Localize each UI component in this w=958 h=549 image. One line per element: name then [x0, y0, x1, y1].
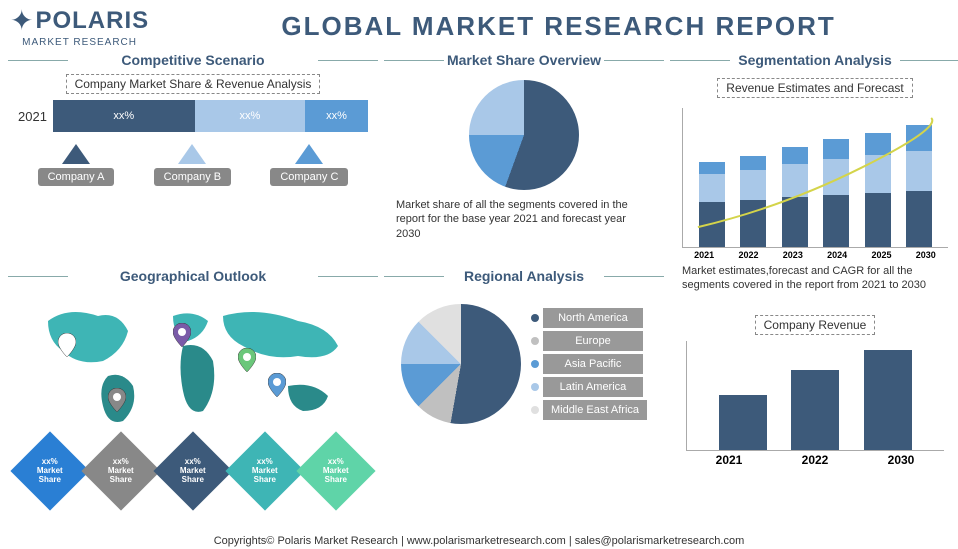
competitive-bar-chart: 2021 xx%xx%xx%	[8, 100, 378, 132]
geographical-panel: Geographical Outlook xx%MarketSharexx%Ma…	[8, 268, 378, 518]
competitive-year: 2021	[18, 109, 47, 124]
revenue-bar	[719, 395, 767, 450]
region-item: North America	[531, 308, 647, 328]
map-pin-icon	[268, 373, 286, 397]
map-pin-icon	[58, 333, 76, 357]
market-share-pie	[469, 80, 579, 190]
segmentation-panel: Segmentation Analysis Revenue Estimates …	[670, 52, 958, 518]
region-item: Asia Pacific	[531, 354, 647, 374]
company-legend-item: Company B	[154, 144, 231, 186]
stacked-bar	[906, 125, 932, 247]
world-map	[8, 288, 378, 443]
year-label: 2023	[783, 250, 803, 260]
competitive-segment: xx%	[53, 100, 195, 132]
year-label: 2025	[871, 250, 891, 260]
stacked-bar	[699, 162, 725, 247]
region-dot-icon	[531, 383, 539, 391]
year-label: 2024	[827, 250, 847, 260]
region-item: Middle East Africa	[531, 400, 647, 420]
region-dot-icon	[531, 337, 539, 345]
logo-subtitle: MARKET RESEARCH	[22, 37, 137, 48]
header: ✦ POLARIS MARKET RESEARCH GLOBAL MARKET …	[0, 0, 958, 52]
market-share-title: Market Share Overview	[384, 52, 664, 68]
regional-panel: Regional Analysis North America Europe Asi…	[384, 268, 664, 518]
segmentation-chart	[682, 108, 948, 248]
region-name: Middle East Africa	[543, 400, 647, 420]
stacked-bar	[865, 133, 891, 247]
logo-text: POLARIS	[35, 7, 149, 35]
company-revenue-chart	[686, 341, 944, 451]
region-dot-icon	[531, 314, 539, 322]
company-revenue-title: Company Revenue	[755, 315, 876, 335]
logo-star-icon: ✦	[10, 4, 33, 37]
logo: ✦ POLARIS MARKET RESEARCH	[10, 4, 149, 48]
revenue-bar	[864, 350, 912, 450]
market-share-diamond: xx%MarketShare	[153, 431, 232, 510]
segmentation-title: Segmentation Analysis	[670, 52, 958, 68]
region-name: Latin America	[543, 377, 643, 397]
year-label: 2021	[716, 453, 743, 467]
region-name: Asia Pacific	[543, 354, 643, 374]
year-label: 2030	[888, 453, 915, 467]
triangle-icon	[62, 144, 90, 164]
company-name: Company B	[154, 168, 231, 186]
region-name: Europe	[543, 331, 643, 351]
triangle-icon	[295, 144, 323, 164]
market-share-panel: Market Share Overview Market share of al…	[384, 52, 664, 262]
map-pin-icon	[108, 388, 126, 412]
geographical-title: Geographical Outlook	[8, 268, 378, 284]
region-item: Europe	[531, 331, 647, 351]
map-pin-icon	[173, 323, 191, 347]
stacked-bar	[740, 156, 766, 247]
stacked-bar	[823, 139, 849, 247]
regional-title: Regional Analysis	[384, 268, 664, 284]
year-label: 2030	[916, 250, 936, 260]
region-name: North America	[543, 308, 643, 328]
competitive-segment: xx%	[195, 100, 305, 132]
triangle-icon	[178, 144, 206, 164]
regional-pie	[401, 304, 521, 424]
segmentation-desc: Market estimates,forecast and CAGR for a…	[670, 264, 958, 293]
region-item: Latin America	[531, 377, 647, 397]
region-dot-icon	[531, 360, 539, 368]
company-legend-item: Company C	[270, 144, 348, 186]
company-name: Company C	[270, 168, 348, 186]
market-share-diamond: xx%MarketShare	[297, 431, 376, 510]
competitive-title: Competitive Scenario	[8, 52, 378, 68]
region-dot-icon	[531, 406, 539, 414]
market-share-desc: Market share of all the segments covered…	[384, 198, 664, 241]
competitive-subtitle: Company Market Share & Revenue Analysis	[66, 74, 321, 94]
year-label: 2021	[694, 250, 714, 260]
stacked-bar	[782, 147, 808, 247]
market-share-diamond: xx%MarketShare	[10, 431, 89, 510]
competitive-segment: xx%	[305, 100, 368, 132]
map-pin-icon	[238, 348, 256, 372]
market-share-diamond: xx%MarketShare	[225, 431, 304, 510]
company-legend-item: Company A	[38, 144, 115, 186]
revenue-bar	[791, 370, 839, 450]
segmentation-subtitle: Revenue Estimates and Forecast	[717, 78, 912, 98]
competitive-panel: Competitive Scenario Company Market Shar…	[8, 52, 378, 262]
year-label: 2022	[802, 453, 829, 467]
company-revenue-panel: Company Revenue 2021 2022 2030	[670, 309, 958, 467]
footer: Copyrights© Polaris Market Research | ww…	[0, 535, 958, 547]
company-name: Company A	[38, 168, 115, 186]
year-label: 2022	[738, 250, 758, 260]
market-share-diamond: xx%MarketShare	[82, 431, 161, 510]
report-title: GLOBAL MARKET RESEARCH REPORT	[169, 11, 948, 42]
